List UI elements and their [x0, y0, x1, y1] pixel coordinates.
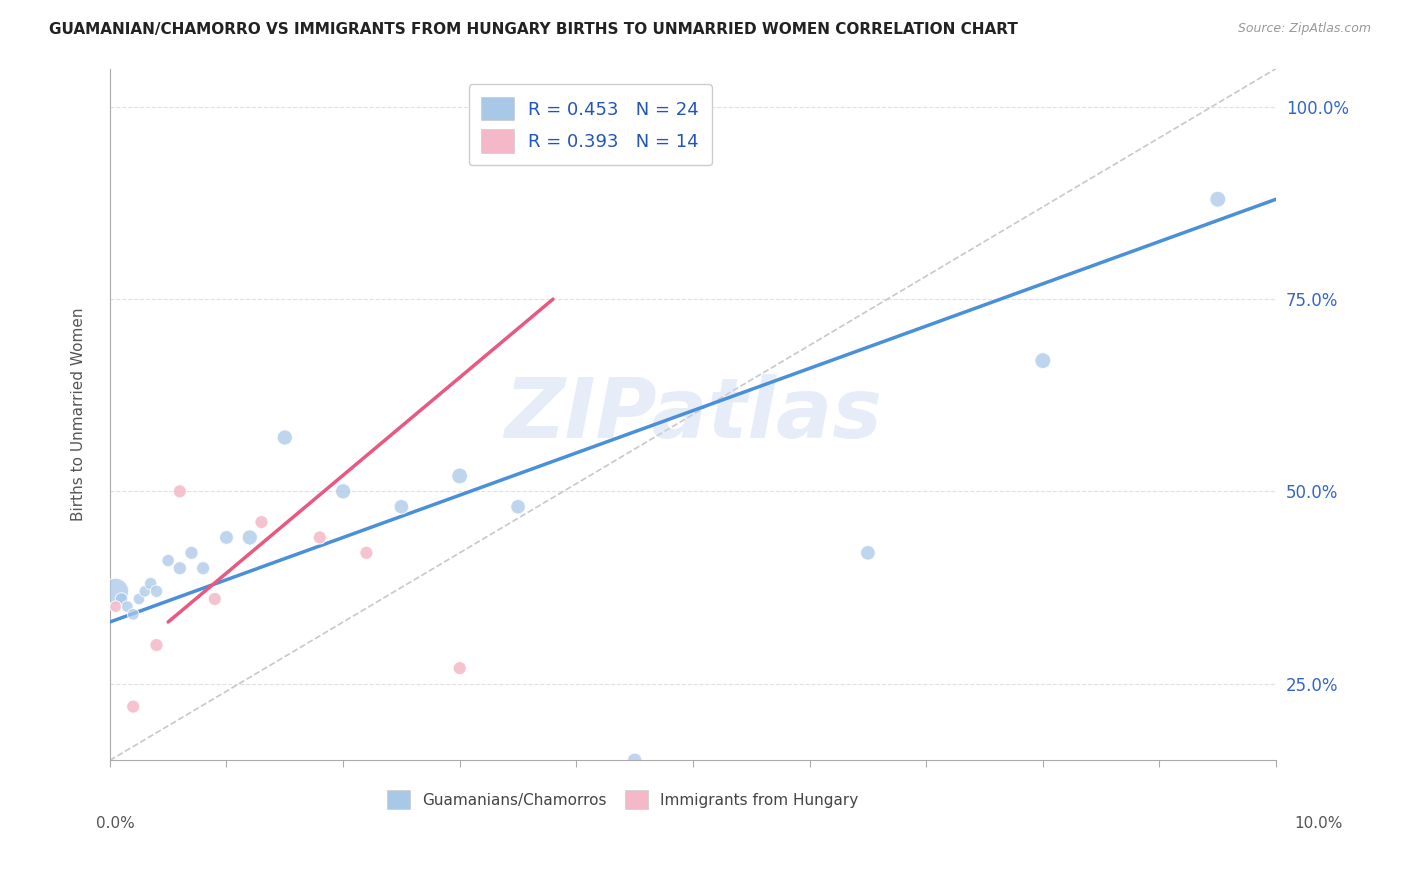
Point — [215, 531, 238, 545]
Point — [449, 469, 471, 483]
Point — [169, 561, 191, 575]
Point — [169, 484, 191, 499]
Point — [128, 591, 150, 606]
Point — [541, 792, 564, 806]
Point — [122, 699, 145, 714]
Point — [308, 531, 330, 545]
Point — [117, 599, 139, 614]
Point — [104, 599, 127, 614]
Legend: Guamanians/Chamorros, Immigrants from Hungary: Guamanians/Chamorros, Immigrants from Hu… — [381, 784, 865, 815]
Point — [104, 584, 127, 599]
Text: ZIPatlas: ZIPatlas — [503, 374, 882, 455]
Point — [145, 584, 167, 599]
Point — [506, 500, 529, 514]
Point — [250, 515, 273, 529]
Point — [122, 607, 145, 622]
Text: 0.0%: 0.0% — [96, 816, 135, 831]
Point — [623, 753, 645, 767]
Point — [682, 761, 704, 775]
Point — [145, 638, 167, 652]
Point — [332, 484, 354, 499]
Point — [204, 591, 226, 606]
Point — [191, 561, 214, 575]
Point — [239, 531, 262, 545]
Point — [1206, 192, 1229, 206]
Point — [110, 591, 132, 606]
Point — [449, 661, 471, 675]
Point — [356, 546, 378, 560]
Y-axis label: Births to Unmarried Women: Births to Unmarried Women — [72, 308, 86, 521]
Point — [180, 546, 202, 560]
Text: 10.0%: 10.0% — [1295, 816, 1343, 831]
Point — [1032, 353, 1054, 368]
Text: GUAMANIAN/CHAMORRO VS IMMIGRANTS FROM HUNGARY BIRTHS TO UNMARRIED WOMEN CORRELAT: GUAMANIAN/CHAMORRO VS IMMIGRANTS FROM HU… — [49, 22, 1018, 37]
Point — [134, 584, 156, 599]
Point — [856, 546, 879, 560]
Point — [274, 430, 297, 444]
Point — [139, 576, 162, 591]
Point — [389, 500, 412, 514]
Point — [157, 553, 180, 567]
Text: Source: ZipAtlas.com: Source: ZipAtlas.com — [1237, 22, 1371, 36]
